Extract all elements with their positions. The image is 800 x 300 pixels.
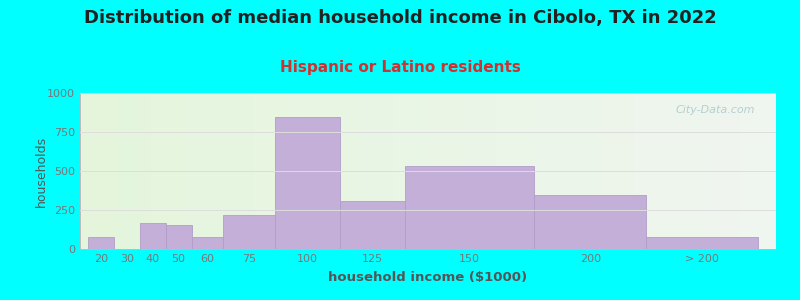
Bar — [88, 236, 114, 249]
Bar — [192, 236, 223, 249]
Y-axis label: households: households — [35, 135, 48, 207]
Bar — [166, 225, 192, 249]
X-axis label: household income ($1000): household income ($1000) — [329, 271, 527, 284]
Bar — [274, 117, 340, 249]
Bar — [340, 201, 405, 249]
Bar — [405, 166, 534, 249]
Bar — [646, 236, 758, 249]
Text: Hispanic or Latino residents: Hispanic or Latino residents — [279, 60, 521, 75]
Bar — [223, 215, 274, 249]
Text: City-Data.com: City-Data.com — [676, 106, 755, 116]
Bar — [534, 195, 646, 249]
Bar — [140, 223, 166, 249]
Text: Distribution of median household income in Cibolo, TX in 2022: Distribution of median household income … — [84, 9, 716, 27]
